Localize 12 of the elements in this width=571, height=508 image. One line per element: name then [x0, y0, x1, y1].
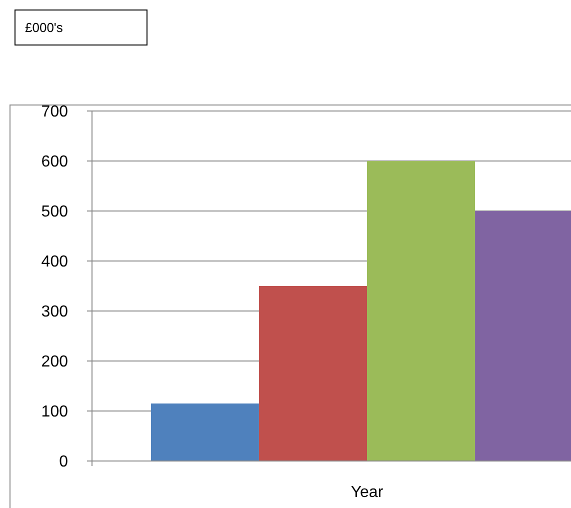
bar: [258, 286, 367, 461]
y-tick-label: 100: [41, 404, 68, 421]
y-tick-label: 300: [41, 304, 68, 321]
y-tick-label: 500: [41, 204, 68, 221]
text: £000's: [25, 20, 64, 35]
y-tick-label: 400: [41, 254, 68, 271]
bar: [150, 404, 259, 461]
y-tick-label: 0: [59, 454, 68, 471]
y-tick-label: 600: [41, 154, 68, 171]
y-tick-label: 700: [41, 104, 68, 121]
x-tick-label: Year: [350, 484, 384, 501]
y-tick-label: 200: [41, 354, 68, 371]
